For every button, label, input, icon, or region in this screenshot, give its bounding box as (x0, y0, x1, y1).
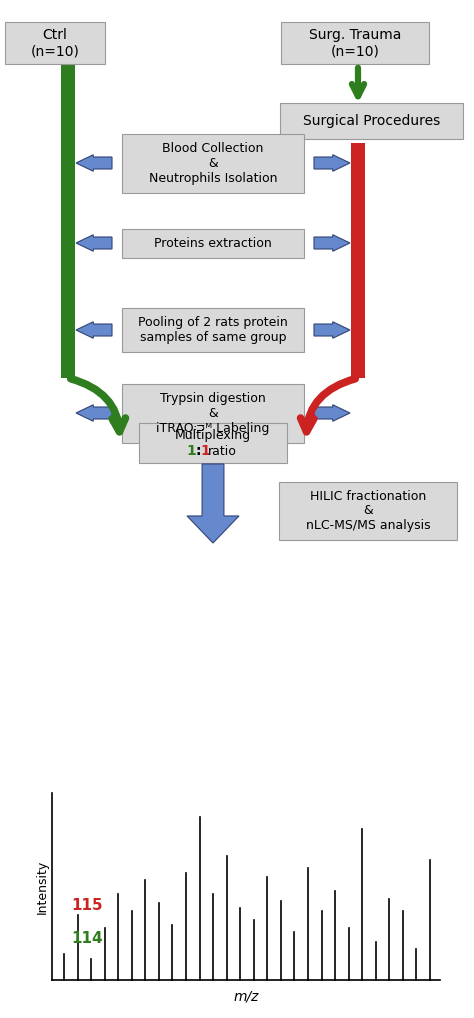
FancyBboxPatch shape (122, 228, 304, 258)
Polygon shape (314, 322, 350, 338)
Text: Surgical Procedures: Surgical Procedures (303, 114, 441, 128)
FancyBboxPatch shape (122, 308, 304, 352)
Text: 1: 1 (186, 444, 196, 458)
FancyBboxPatch shape (281, 103, 464, 139)
Text: 114: 114 (71, 931, 103, 947)
Text: Ctrl
(n=10): Ctrl (n=10) (30, 27, 80, 58)
Text: HILIC fractionation
&
nLC-MS/MS analysis: HILIC fractionation & nLC-MS/MS analysis (306, 490, 430, 532)
Text: m/z: m/z (233, 989, 259, 1003)
FancyBboxPatch shape (5, 22, 105, 64)
Polygon shape (314, 235, 350, 251)
Polygon shape (187, 464, 239, 543)
Text: 115: 115 (71, 898, 103, 913)
Bar (351, 143, 365, 378)
Text: :: : (195, 444, 201, 458)
Text: Blood Collection
&
Neutrophils Isolation: Blood Collection & Neutrophils Isolation (149, 142, 277, 184)
Text: Trypsin digestion
&
iTRAQᴞᴹ Labeling: Trypsin digestion & iTRAQᴞᴹ Labeling (156, 392, 270, 435)
FancyBboxPatch shape (139, 423, 287, 463)
Text: Proteins extraction: Proteins extraction (154, 236, 272, 249)
Text: ratio: ratio (208, 445, 237, 457)
Polygon shape (314, 155, 350, 171)
FancyBboxPatch shape (122, 133, 304, 192)
Polygon shape (76, 405, 112, 421)
Text: Intensity: Intensity (36, 859, 48, 913)
FancyBboxPatch shape (281, 22, 429, 64)
Polygon shape (76, 155, 112, 171)
Text: Pooling of 2 rats protein
samples of same group: Pooling of 2 rats protein samples of sam… (138, 316, 288, 344)
Polygon shape (76, 322, 112, 338)
Text: 1: 1 (200, 444, 210, 458)
Text: Multiplexing: Multiplexing (175, 429, 251, 442)
FancyBboxPatch shape (279, 482, 457, 540)
FancyBboxPatch shape (122, 384, 304, 443)
Text: Surg. Trauma
(n=10): Surg. Trauma (n=10) (309, 27, 401, 58)
Polygon shape (314, 405, 350, 421)
Polygon shape (76, 235, 112, 251)
Bar (61, 63, 75, 378)
